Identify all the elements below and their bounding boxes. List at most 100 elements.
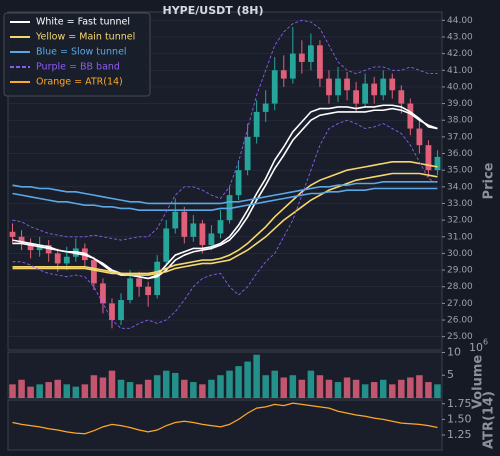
- candle-body: [262, 103, 269, 112]
- candle-body: [253, 111, 260, 137]
- y-tick-label: 1.25: [447, 428, 472, 441]
- volume-bar: [135, 384, 143, 398]
- y-tick-label: 25.00: [447, 332, 473, 342]
- volume-bar: [389, 384, 396, 398]
- candle-body: [298, 53, 305, 62]
- candle-body: [398, 90, 405, 104]
- candle-body: [127, 278, 133, 301]
- volume-bar: [9, 384, 16, 398]
- legend-box: [3, 12, 151, 97]
- candle-body: [54, 253, 61, 264]
- volume-bar: [280, 377, 288, 398]
- overlay-line: [12, 187, 438, 211]
- volume-bar: [18, 379, 25, 398]
- candle-body: [389, 78, 396, 91]
- overlay-line: [12, 104, 438, 280]
- candle-body: [335, 78, 341, 96]
- volume-bar: [217, 375, 224, 398]
- candle-body: [63, 256, 70, 264]
- y-tick-label: 33.00: [447, 199, 473, 209]
- candle-body: [91, 260, 97, 284]
- y-tick-label: 38.00: [447, 116, 473, 126]
- candle-body: [326, 78, 332, 96]
- overlay-line: [12, 161, 438, 275]
- candle-body: [190, 223, 197, 237]
- candle-body: [226, 195, 233, 221]
- candle-body: [425, 145, 432, 171]
- candle-body: [271, 70, 278, 104]
- candle-body: [145, 286, 152, 296]
- volume-bar: [63, 384, 71, 398]
- volume-bar: [162, 370, 170, 398]
- volume-bar: [108, 370, 116, 398]
- volume-bar: [253, 354, 260, 398]
- candle-body: [317, 45, 323, 79]
- volume-bar: [379, 379, 387, 398]
- atr-line: [12, 402, 438, 435]
- volume-bar: [226, 370, 233, 398]
- volume-bar: [45, 382, 52, 398]
- candle-body: [217, 220, 224, 234]
- volume-bar: [172, 372, 179, 398]
- price-axis-title: Price: [482, 162, 497, 199]
- candle-body: [27, 243, 34, 251]
- volume-bar: [334, 382, 342, 398]
- volume-bar: [144, 379, 152, 398]
- candle-body: [9, 231, 16, 237]
- volume-bar: [343, 377, 351, 398]
- volume-scale-exponent: 6: [483, 338, 488, 347]
- volume-bar: [307, 370, 315, 398]
- candle-body: [280, 70, 287, 79]
- overlay-line: [12, 181, 438, 205]
- volume-bar: [298, 379, 306, 398]
- volume-bar: [199, 384, 206, 398]
- volume-bar: [27, 386, 34, 398]
- candle-body: [136, 278, 142, 287]
- overlay-line: [12, 172, 438, 276]
- volume-bar: [126, 382, 134, 398]
- candle-body: [416, 128, 423, 146]
- candle-body: [407, 103, 414, 129]
- volume-bar: [54, 379, 61, 398]
- volume-bar: [289, 375, 297, 398]
- candle-body: [208, 233, 215, 246]
- legend-label: Yellow = Main tunnel: [35, 32, 135, 43]
- volume-bar: [370, 382, 378, 398]
- y-tick-label: 44.00: [447, 16, 473, 26]
- volume-axis-title: Volume: [471, 355, 486, 410]
- volume-bar: [262, 375, 269, 398]
- y-tick-label: 1.75: [447, 397, 472, 410]
- candle-body: [353, 90, 359, 104]
- candle-body: [362, 83, 369, 104]
- candle-body: [181, 211, 188, 237]
- candle-body: [72, 248, 79, 257]
- atr-panel: [7, 399, 443, 451]
- volume-bar: [208, 379, 215, 398]
- volume-bar: [434, 384, 441, 398]
- y-tick-label: 30.00: [447, 249, 473, 259]
- candle-body: [45, 245, 52, 254]
- volume-bar: [235, 366, 242, 398]
- candle-body: [308, 45, 314, 62]
- y-tick-label: 10: [447, 345, 461, 358]
- volume-bar: [361, 384, 369, 398]
- volume-bar: [72, 386, 80, 398]
- volume-bar: [36, 384, 43, 398]
- y-tick-label: 43.00: [447, 32, 473, 42]
- volume-bar: [352, 379, 360, 398]
- volume-bar: [181, 379, 188, 398]
- legend-label: Purple = BB band: [36, 62, 120, 73]
- y-tick-label: 26.00: [447, 316, 473, 326]
- candle-body: [289, 53, 296, 79]
- candle-body: [100, 283, 106, 304]
- y-tick-label: 42.00: [447, 49, 473, 59]
- volume-bar: [425, 382, 432, 398]
- candle-body: [118, 300, 124, 321]
- volume-bar: [153, 375, 161, 398]
- volume-bar: [316, 375, 324, 398]
- y-tick-label: 27.00: [447, 299, 473, 309]
- y-tick-label: 35.00: [447, 166, 473, 176]
- chart-title: HYPE/USDT (8H): [163, 4, 264, 17]
- volume-bar: [407, 377, 414, 398]
